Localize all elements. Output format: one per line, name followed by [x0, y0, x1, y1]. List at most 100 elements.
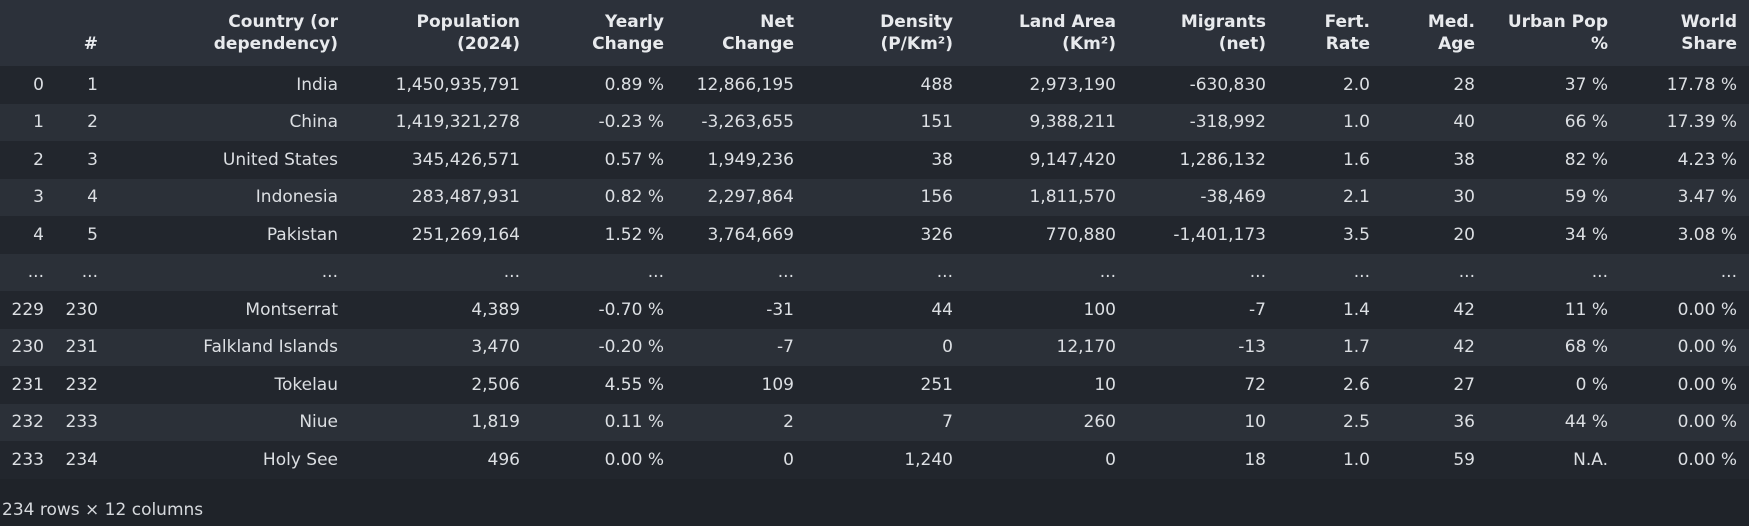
table-cell: -7: [676, 328, 806, 366]
table-cell: 251,269,164: [350, 216, 532, 254]
table-cell: 42: [1382, 291, 1487, 329]
row-index-cell: ...: [0, 253, 56, 291]
population-header: Population (2024): [350, 0, 532, 66]
land-area-header: Land Area (Km²): [965, 0, 1128, 66]
row-index-cell: 232: [0, 403, 56, 441]
table-cell: ...: [806, 253, 965, 291]
table-cell: -0.20 %: [532, 328, 676, 366]
header-line: Age: [1438, 34, 1475, 54]
header-row: # Country (or dependency) Population (2024) Y…: [0, 0, 1749, 66]
table-cell: 1,419,321,278: [350, 103, 532, 141]
table-cell: 4.23 %: [1620, 141, 1749, 179]
header-line: Fert.: [1324, 12, 1370, 32]
header-line: Country (or: [228, 12, 338, 32]
header-line: [0, 33, 44, 55]
table-cell: 3.47 %: [1620, 178, 1749, 216]
table-cell: 2.6: [1278, 366, 1382, 404]
table-cell: 326: [806, 216, 965, 254]
table-body: 0 1 India 1,450,935,791 0.89 % 12,866,195 488 2…: [0, 66, 1749, 479]
table-cell: 4: [56, 178, 110, 216]
table-cell: 38: [1382, 141, 1487, 179]
row-index-cell: 231: [0, 366, 56, 404]
header-line: Share: [1681, 34, 1737, 54]
header-line: (P/Km²): [880, 34, 953, 54]
header-line: Migrants: [1180, 12, 1266, 32]
table-cell: 12,866,195: [676, 66, 806, 104]
table-cell: 1,949,236: [676, 141, 806, 179]
row-index-cell: 233: [0, 441, 56, 479]
table-cell: 59 %: [1487, 178, 1620, 216]
table-cell: 1.6: [1278, 141, 1382, 179]
table-row: 4 5 Pakistan 251,269,164 1.52 % 3,764,669 326 7…: [0, 216, 1749, 254]
table-row: .......................................: [0, 253, 1749, 291]
table-cell: ...: [676, 253, 806, 291]
table-cell: 68 %: [1487, 328, 1620, 366]
table-cell: 0.00 %: [1620, 441, 1749, 479]
table-cell: N.A.: [1487, 441, 1620, 479]
table-cell: 488: [806, 66, 965, 104]
table-cell: 66 %: [1487, 103, 1620, 141]
row-index-cell: 230: [0, 328, 56, 366]
table-cell: 42: [1382, 328, 1487, 366]
table-cell: 1: [56, 66, 110, 104]
table-cell: 0.00 %: [1620, 366, 1749, 404]
table-cell: -630,830: [1128, 66, 1278, 104]
table-cell: Montserrat: [110, 291, 350, 329]
header-line: (Km²): [1062, 34, 1116, 54]
table-cell: 3,764,669: [676, 216, 806, 254]
yearly-change-header: Yearly Change: [532, 0, 676, 66]
table-cell: 260: [965, 403, 1128, 441]
table-cell: 40: [1382, 103, 1487, 141]
table-cell: 345,426,571: [350, 141, 532, 179]
table-cell: 2: [676, 403, 806, 441]
table-cell: 18: [1128, 441, 1278, 479]
table-cell: 3.5: [1278, 216, 1382, 254]
table-cell: Falkland Islands: [110, 328, 350, 366]
table-header: # Country (or dependency) Population (2024) Y…: [0, 0, 1749, 66]
table-row: 2 3 United States 345,426,571 0.57 % 1,949,23…: [0, 141, 1749, 179]
table-cell: 231: [56, 328, 110, 366]
table-cell: 0.57 %: [532, 141, 676, 179]
country-header: Country (or dependency): [110, 0, 350, 66]
migrants-header: Migrants (net): [1128, 0, 1278, 66]
table-cell: 59: [1382, 441, 1487, 479]
table-cell: 156: [806, 178, 965, 216]
table-cell: 5: [56, 216, 110, 254]
table-cell: 1.52 %: [532, 216, 676, 254]
row-index-cell: 0: [0, 66, 56, 104]
table-cell: ...: [350, 253, 532, 291]
header-line: World: [1680, 12, 1737, 32]
table-cell: 0.00 %: [1620, 403, 1749, 441]
index-header: [0, 0, 56, 66]
table-cell: 109: [676, 366, 806, 404]
table-cell: -0.23 %: [532, 103, 676, 141]
density-header: Density (P/Km²): [806, 0, 965, 66]
header-line: Urban Pop: [1507, 12, 1608, 32]
table-cell: 3,470: [350, 328, 532, 366]
table-cell: 770,880: [965, 216, 1128, 254]
table-cell: 3.08 %: [1620, 216, 1749, 254]
row-index-cell: 229: [0, 291, 56, 329]
table-cell: 283,487,931: [350, 178, 532, 216]
table-cell: ...: [1278, 253, 1382, 291]
table-cell: 30: [1382, 178, 1487, 216]
header-line: (net): [1218, 34, 1266, 54]
row-index-cell: 1: [0, 103, 56, 141]
table-cell: 0: [806, 328, 965, 366]
row-index-cell: 2: [0, 141, 56, 179]
table-row: 0 1 India 1,450,935,791 0.89 % 12,866,195 488 2…: [0, 66, 1749, 104]
header-line: (2024): [457, 34, 520, 54]
table-cell: 0.89 %: [532, 66, 676, 104]
table-cell: 496: [350, 441, 532, 479]
urban-pop-header: Urban Pop%: [1487, 0, 1620, 66]
world-share-header: World Share: [1620, 0, 1749, 66]
table-cell: 1,450,935,791: [350, 66, 532, 104]
header-line: Land Area: [1018, 12, 1116, 32]
table-cell: 28: [1382, 66, 1487, 104]
table-cell: 2: [56, 103, 110, 141]
table-cell: 9,388,211: [965, 103, 1128, 141]
table-cell: 11 %: [1487, 291, 1620, 329]
table-cell: 82 %: [1487, 141, 1620, 179]
table-cell: -318,992: [1128, 103, 1278, 141]
